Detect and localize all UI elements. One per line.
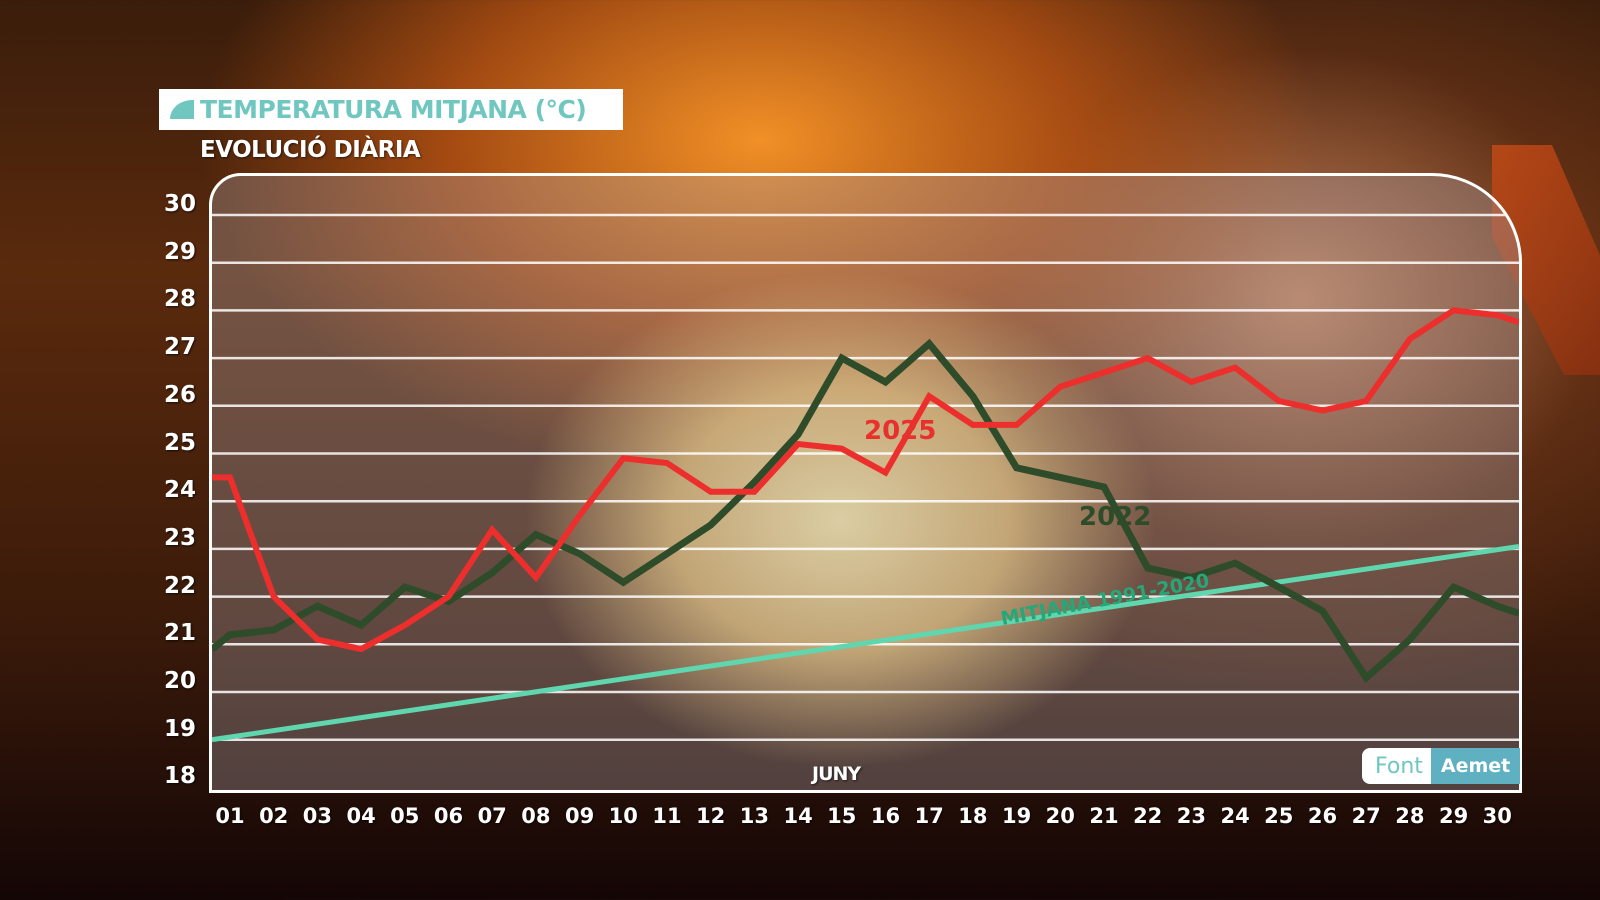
- y-tick-label: 20: [163, 668, 196, 694]
- y-tick-label: 26: [163, 381, 196, 408]
- x-tick-label: 22: [1133, 804, 1163, 828]
- chart-title-box: TEMPERATURA MITJANA (°C): [159, 89, 623, 130]
- chart-title: TEMPERATURA MITJANA (°C): [200, 95, 587, 124]
- x-tick-label: 27: [1351, 804, 1381, 828]
- x-tick-label: 21: [1089, 804, 1119, 828]
- line-average: [212, 544, 1519, 743]
- y-tick-label: 22: [163, 572, 196, 599]
- x-tick-label: 14: [783, 804, 813, 828]
- source-badge: Font Aemet: [1362, 748, 1521, 784]
- quarter-circle-icon: [170, 100, 194, 119]
- chart-subtitle: EVOLUCIÓ DIÀRIA: [200, 137, 421, 163]
- x-tick-label: 05: [390, 804, 420, 828]
- x-tick-label: 04: [346, 804, 376, 828]
- x-tick-label: 18: [958, 804, 988, 828]
- x-axis-title: JUNY: [812, 763, 861, 785]
- series-label-2025: 2025: [864, 416, 937, 446]
- x-tick-label: 03: [302, 804, 332, 828]
- line-2025: [212, 307, 1519, 653]
- x-tick-label: 15: [827, 804, 857, 828]
- x-tick-label: 29: [1438, 804, 1469, 828]
- source-key: Font: [1362, 748, 1431, 784]
- y-tick-label: 23: [163, 524, 196, 551]
- x-tick-label: 20: [1045, 804, 1075, 828]
- x-tick-label: 30: [1482, 804, 1512, 828]
- y-tick-label: 18: [163, 763, 196, 790]
- x-tick-label: 07: [477, 804, 507, 828]
- x-tick-label: 19: [1001, 804, 1032, 828]
- series-label-2022: 2022: [1079, 502, 1152, 532]
- x-tick-label: 13: [739, 804, 769, 828]
- x-tick-label: 01: [215, 804, 245, 828]
- y-tick-label: 21: [163, 620, 196, 647]
- x-tick-label: 06: [433, 804, 464, 828]
- x-tick-label: 23: [1176, 804, 1206, 828]
- x-tick-label: 26: [1307, 804, 1338, 828]
- x-tick-label: 12: [696, 804, 726, 828]
- plot-area: [209, 173, 1522, 793]
- y-tick-label: 24: [163, 477, 196, 504]
- y-tick-label: 19: [163, 715, 196, 742]
- x-tick-label: 09: [564, 804, 595, 828]
- y-tick-label: 29: [163, 238, 196, 265]
- y-tick-label: 27: [163, 334, 196, 361]
- x-tick-label: 17: [914, 804, 944, 828]
- y-tick-label: 25: [163, 429, 196, 456]
- x-tick-label: 02: [259, 804, 289, 828]
- y-tick-label: 30: [163, 191, 196, 217]
- x-tick-label: 16: [870, 804, 901, 828]
- y-tick-label: 28: [163, 286, 196, 313]
- line-chart: [212, 213, 1519, 743]
- x-tick-label: 24: [1220, 804, 1250, 828]
- x-tick-label: 28: [1395, 804, 1425, 828]
- x-tick-label: 11: [652, 804, 682, 828]
- x-tick-label: 25: [1264, 804, 1294, 828]
- x-tick-label: 10: [608, 804, 638, 828]
- x-tick-label: 08: [521, 804, 551, 828]
- line-2022: [212, 338, 1519, 683]
- source-value: Aemet: [1430, 748, 1521, 784]
